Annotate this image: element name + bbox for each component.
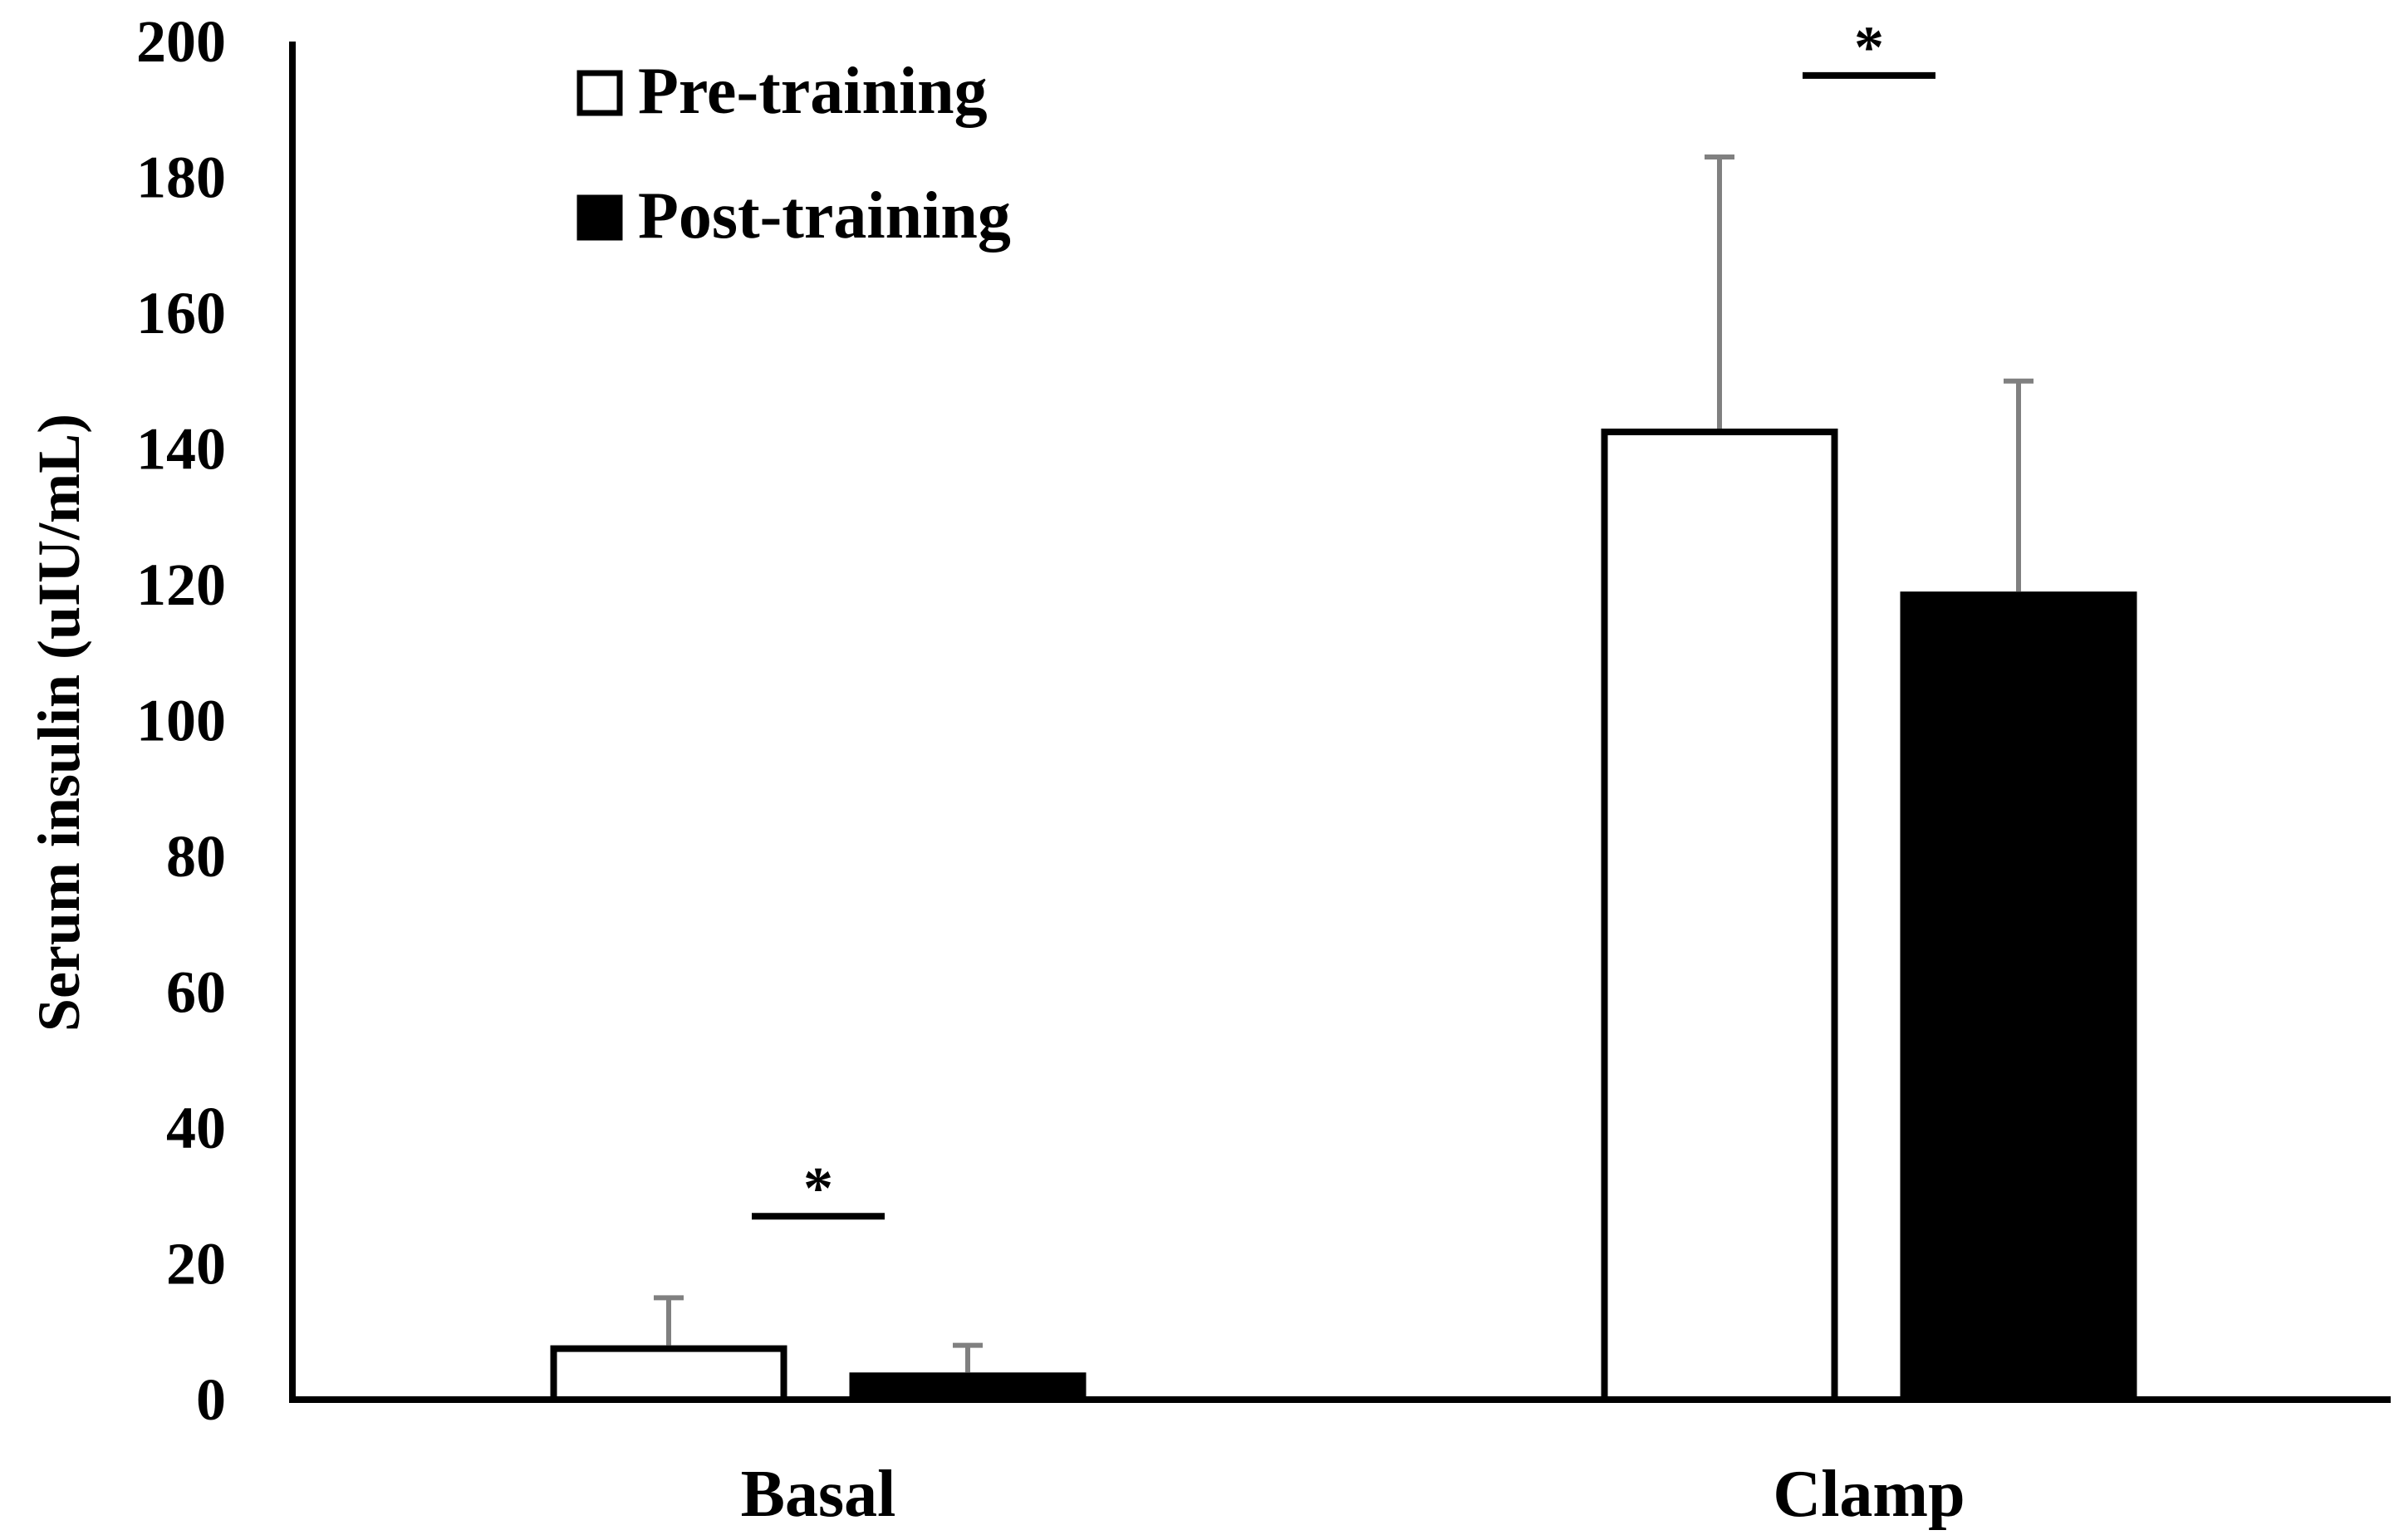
significance-star: * (1854, 14, 1884, 81)
legend-label-pre-training: Pre-training (638, 55, 988, 128)
significance-marker: * (1803, 14, 1935, 81)
legend: Pre-training Post-training (576, 55, 1011, 253)
error-bar-post-training-clamp (2004, 378, 2034, 592)
significance-star: * (803, 1155, 833, 1221)
x-category-label: Basal (741, 1458, 896, 1531)
bar-pre-training-clamp (1601, 428, 1838, 1403)
bars-layer (550, 428, 2137, 1404)
y-axis-label: Serum insulin (uIU/mL) (26, 414, 92, 1032)
legend-swatch-pre-training (576, 70, 623, 116)
y-tick-label: 40 (166, 1095, 226, 1161)
bar-pre-training-basal (550, 1345, 787, 1403)
y-tick-label: 160 (136, 280, 226, 346)
error-bar-pre-training-clamp (1705, 154, 1734, 429)
y-tick-labels: 0 20 40 60 80 100 120 140 160 180 200 (136, 8, 226, 1433)
bar-post-training-basal (849, 1372, 1087, 1404)
error-bar-post-training-basal (953, 1342, 983, 1373)
error-bars-layer (654, 154, 2034, 1373)
y-tick-label: 20 (166, 1231, 226, 1297)
legend-label-post-training: Post-training (638, 179, 1011, 253)
error-bar-pre-training-basal (654, 1295, 684, 1346)
y-tick-label: 80 (166, 823, 226, 890)
bar-post-training-clamp (1900, 591, 2137, 1403)
x-category-label: Clamp (1773, 1458, 1965, 1531)
y-tick-label: 0 (196, 1366, 226, 1433)
y-tick-label: 100 (136, 688, 226, 754)
y-tick-label: 140 (136, 416, 226, 483)
significance-annotations: ** (752, 14, 1935, 1221)
significance-marker: * (752, 1155, 885, 1221)
y-tick-label: 180 (136, 145, 226, 211)
axes-layer (289, 42, 2391, 1403)
x-category-labels: Basal Clamp (741, 1458, 1965, 1531)
y-tick-label: 200 (136, 8, 226, 75)
y-tick-label: 60 (166, 959, 226, 1026)
y-tick-label: 120 (136, 552, 226, 618)
legend-swatch-post-training (576, 194, 623, 241)
